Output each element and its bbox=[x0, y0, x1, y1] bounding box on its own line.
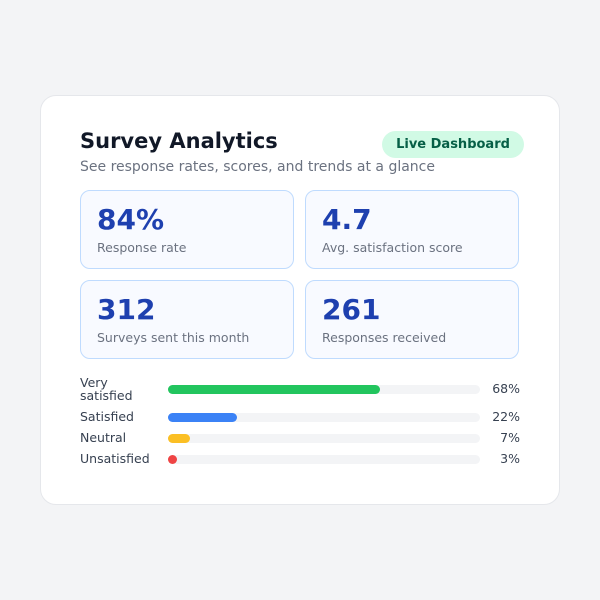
bar bbox=[168, 384, 381, 394]
stat-card: 261 Responses received bbox=[305, 280, 519, 359]
bar-track bbox=[168, 412, 480, 422]
stat-value: 312 bbox=[97, 293, 156, 326]
stat-label: Surveys sent this month bbox=[97, 330, 250, 345]
bar-label: Very satisfied bbox=[80, 375, 133, 403]
stat-card: 312 Surveys sent this month bbox=[80, 280, 294, 359]
stat-label: Avg. satisfaction score bbox=[322, 240, 463, 255]
bar-value: 22% bbox=[492, 409, 520, 424]
stat-card: 84% Response rate bbox=[80, 190, 294, 269]
subtitle: See response rates, scores, and trends a… bbox=[80, 159, 435, 175]
stat-card: 4.7 Avg. satisfaction score bbox=[305, 190, 519, 269]
bar bbox=[168, 412, 237, 422]
stat-label: Responses received bbox=[322, 330, 447, 345]
bar-value: 68% bbox=[492, 381, 520, 396]
bar-label: Unsatisfied bbox=[80, 451, 150, 466]
bar bbox=[168, 433, 190, 443]
badge: Live Dashboard bbox=[382, 131, 524, 158]
bar-label: Satisfied bbox=[80, 409, 134, 424]
bar-label: Neutral bbox=[80, 430, 127, 445]
stat-label: Response rate bbox=[97, 240, 187, 255]
stat-value: 84% bbox=[97, 203, 165, 236]
bar bbox=[168, 454, 178, 464]
bar-track bbox=[168, 433, 480, 443]
title: Survey Analytics bbox=[80, 129, 278, 153]
bar-track bbox=[168, 384, 480, 394]
bar-track bbox=[168, 454, 480, 464]
stat-value: 4.7 bbox=[322, 203, 372, 236]
stat-value: 261 bbox=[322, 293, 381, 326]
bar-value: 7% bbox=[500, 430, 520, 445]
bar-value: 3% bbox=[500, 451, 520, 466]
